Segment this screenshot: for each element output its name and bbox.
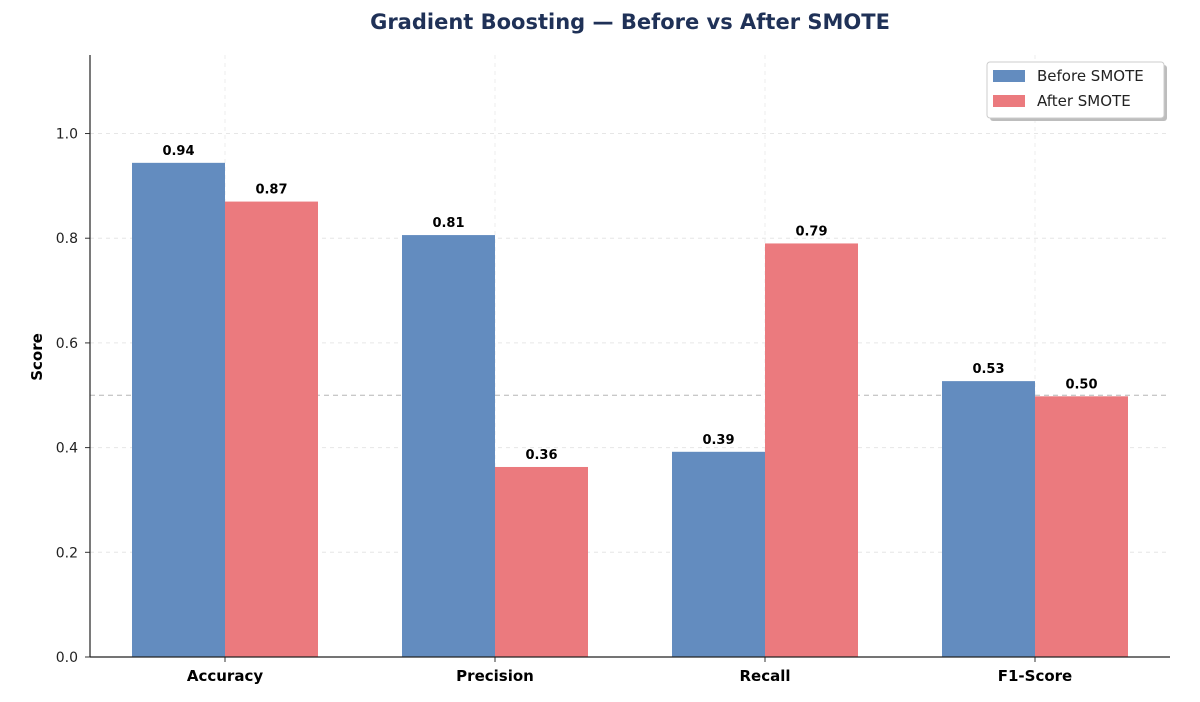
bar-after-smote-f1-score	[1035, 396, 1128, 657]
y-axis-label: Score	[28, 333, 46, 381]
data-label: 0.36	[525, 448, 557, 463]
x-tick-label: F1-Score	[998, 667, 1072, 685]
bar-before-smote-f1-score	[942, 381, 1035, 657]
legend-swatch	[993, 95, 1025, 107]
bar-after-smote-recall	[765, 243, 858, 657]
x-tick-label: Accuracy	[187, 667, 263, 685]
legend: Before SMOTE After SMOTE	[986, 61, 1167, 121]
legend-label: After SMOTE	[1037, 92, 1131, 110]
data-label: 0.81	[432, 216, 464, 231]
y-tick-label: 0.4	[56, 441, 78, 457]
bar-before-smote-recall	[672, 451, 765, 657]
y-tick-label: 0.0	[56, 650, 78, 666]
legend-swatch	[993, 70, 1025, 82]
data-label: 0.87	[255, 183, 287, 198]
data-label: 0.79	[795, 224, 827, 239]
bar-after-smote-accuracy	[225, 201, 318, 657]
y-tick-label: 0.8	[56, 231, 78, 247]
data-label: 0.53	[972, 362, 1004, 377]
bars: 0.94 0.87 0.81 0.36 0.39 0.79 0.53 0.50	[132, 144, 1128, 657]
legend-label: Before SMOTE	[1037, 67, 1144, 85]
legend-box	[986, 61, 1165, 119]
axes: 0.0 0.2 0.4 0.6 0.8 1.0 Accuracy Precision Recal…	[56, 55, 1170, 685]
chart-title: Gradient Boosting — Before vs After SMOT…	[370, 10, 890, 34]
data-label: 0.50	[1065, 377, 1097, 392]
x-tick-label: Recall	[739, 667, 790, 685]
data-label: 0.94	[162, 144, 194, 159]
bar-after-smote-precision	[495, 466, 588, 657]
bar-before-smote-precision	[402, 235, 495, 657]
bar-before-smote-accuracy	[132, 162, 225, 657]
y-tick-label: 0.2	[56, 545, 78, 561]
y-tick-label: 0.6	[56, 336, 78, 352]
y-tick-label: 1.0	[56, 127, 78, 143]
x-tick-label: Precision	[456, 667, 534, 685]
data-label: 0.39	[702, 433, 734, 448]
